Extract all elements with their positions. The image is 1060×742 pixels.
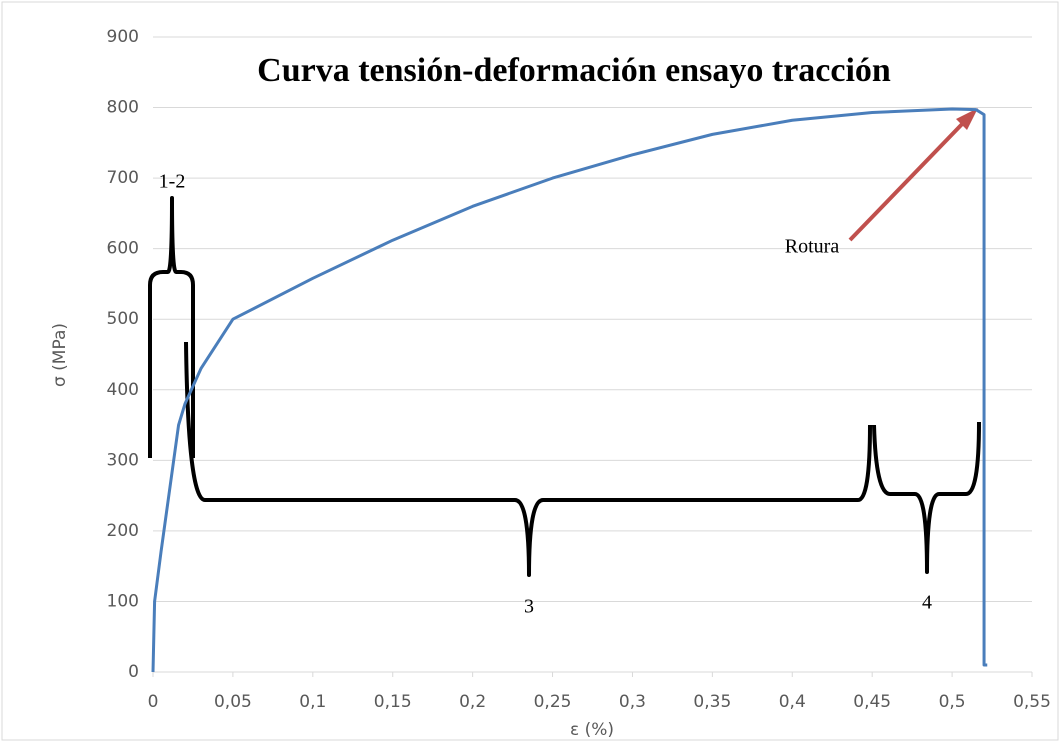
y-tick-label: 0 bbox=[128, 662, 139, 682]
x-axis-label: ε (%) bbox=[570, 720, 614, 740]
y-tick-label: 200 bbox=[107, 521, 139, 541]
y-axis-label: σ (MPa) bbox=[50, 323, 70, 387]
annotation: Rotura bbox=[785, 236, 840, 258]
brace-3 bbox=[184, 341, 872, 577]
x-tick-label: 0,5 bbox=[939, 692, 966, 712]
y-tick-label: 700 bbox=[107, 168, 139, 188]
y-tick-label: 300 bbox=[107, 450, 139, 470]
annotation: 4 bbox=[922, 592, 932, 614]
line-series bbox=[151, 107, 988, 673]
brace-4 bbox=[872, 421, 981, 574]
chart-title: Curva tensión-deformación ensayo tracció… bbox=[257, 52, 891, 89]
brace-1-2 bbox=[148, 196, 195, 458]
x-tick-label: 0,2 bbox=[459, 692, 486, 712]
x-tick-label: 0,05 bbox=[214, 692, 252, 712]
y-tick-label: 100 bbox=[107, 591, 139, 611]
y-tick-label: 800 bbox=[107, 98, 139, 118]
y-tick-label: 600 bbox=[107, 239, 139, 259]
x-tick-label: 0,3 bbox=[619, 692, 646, 712]
y-tick-label: 400 bbox=[107, 380, 139, 400]
arrow-shaft bbox=[848, 118, 968, 242]
annotation: 1-2 bbox=[159, 171, 186, 193]
x-tick-label: 0,1 bbox=[299, 692, 326, 712]
y-tick-label: 500 bbox=[107, 309, 139, 329]
y-tick-label: 900 bbox=[107, 27, 139, 47]
grid bbox=[152, 36, 1033, 677]
arrow-head bbox=[956, 108, 978, 130]
x-tick-label: 0,15 bbox=[374, 692, 412, 712]
annotation: 3 bbox=[524, 596, 534, 618]
x-tick-label: 0,55 bbox=[1013, 692, 1051, 712]
x-tick-label: 0,35 bbox=[693, 692, 731, 712]
x-tick-label: 0,25 bbox=[534, 692, 572, 712]
x-tick-label: 0 bbox=[148, 692, 159, 712]
x-tick-label: 0,45 bbox=[853, 692, 891, 712]
x-tick-label: 0,4 bbox=[779, 692, 806, 712]
